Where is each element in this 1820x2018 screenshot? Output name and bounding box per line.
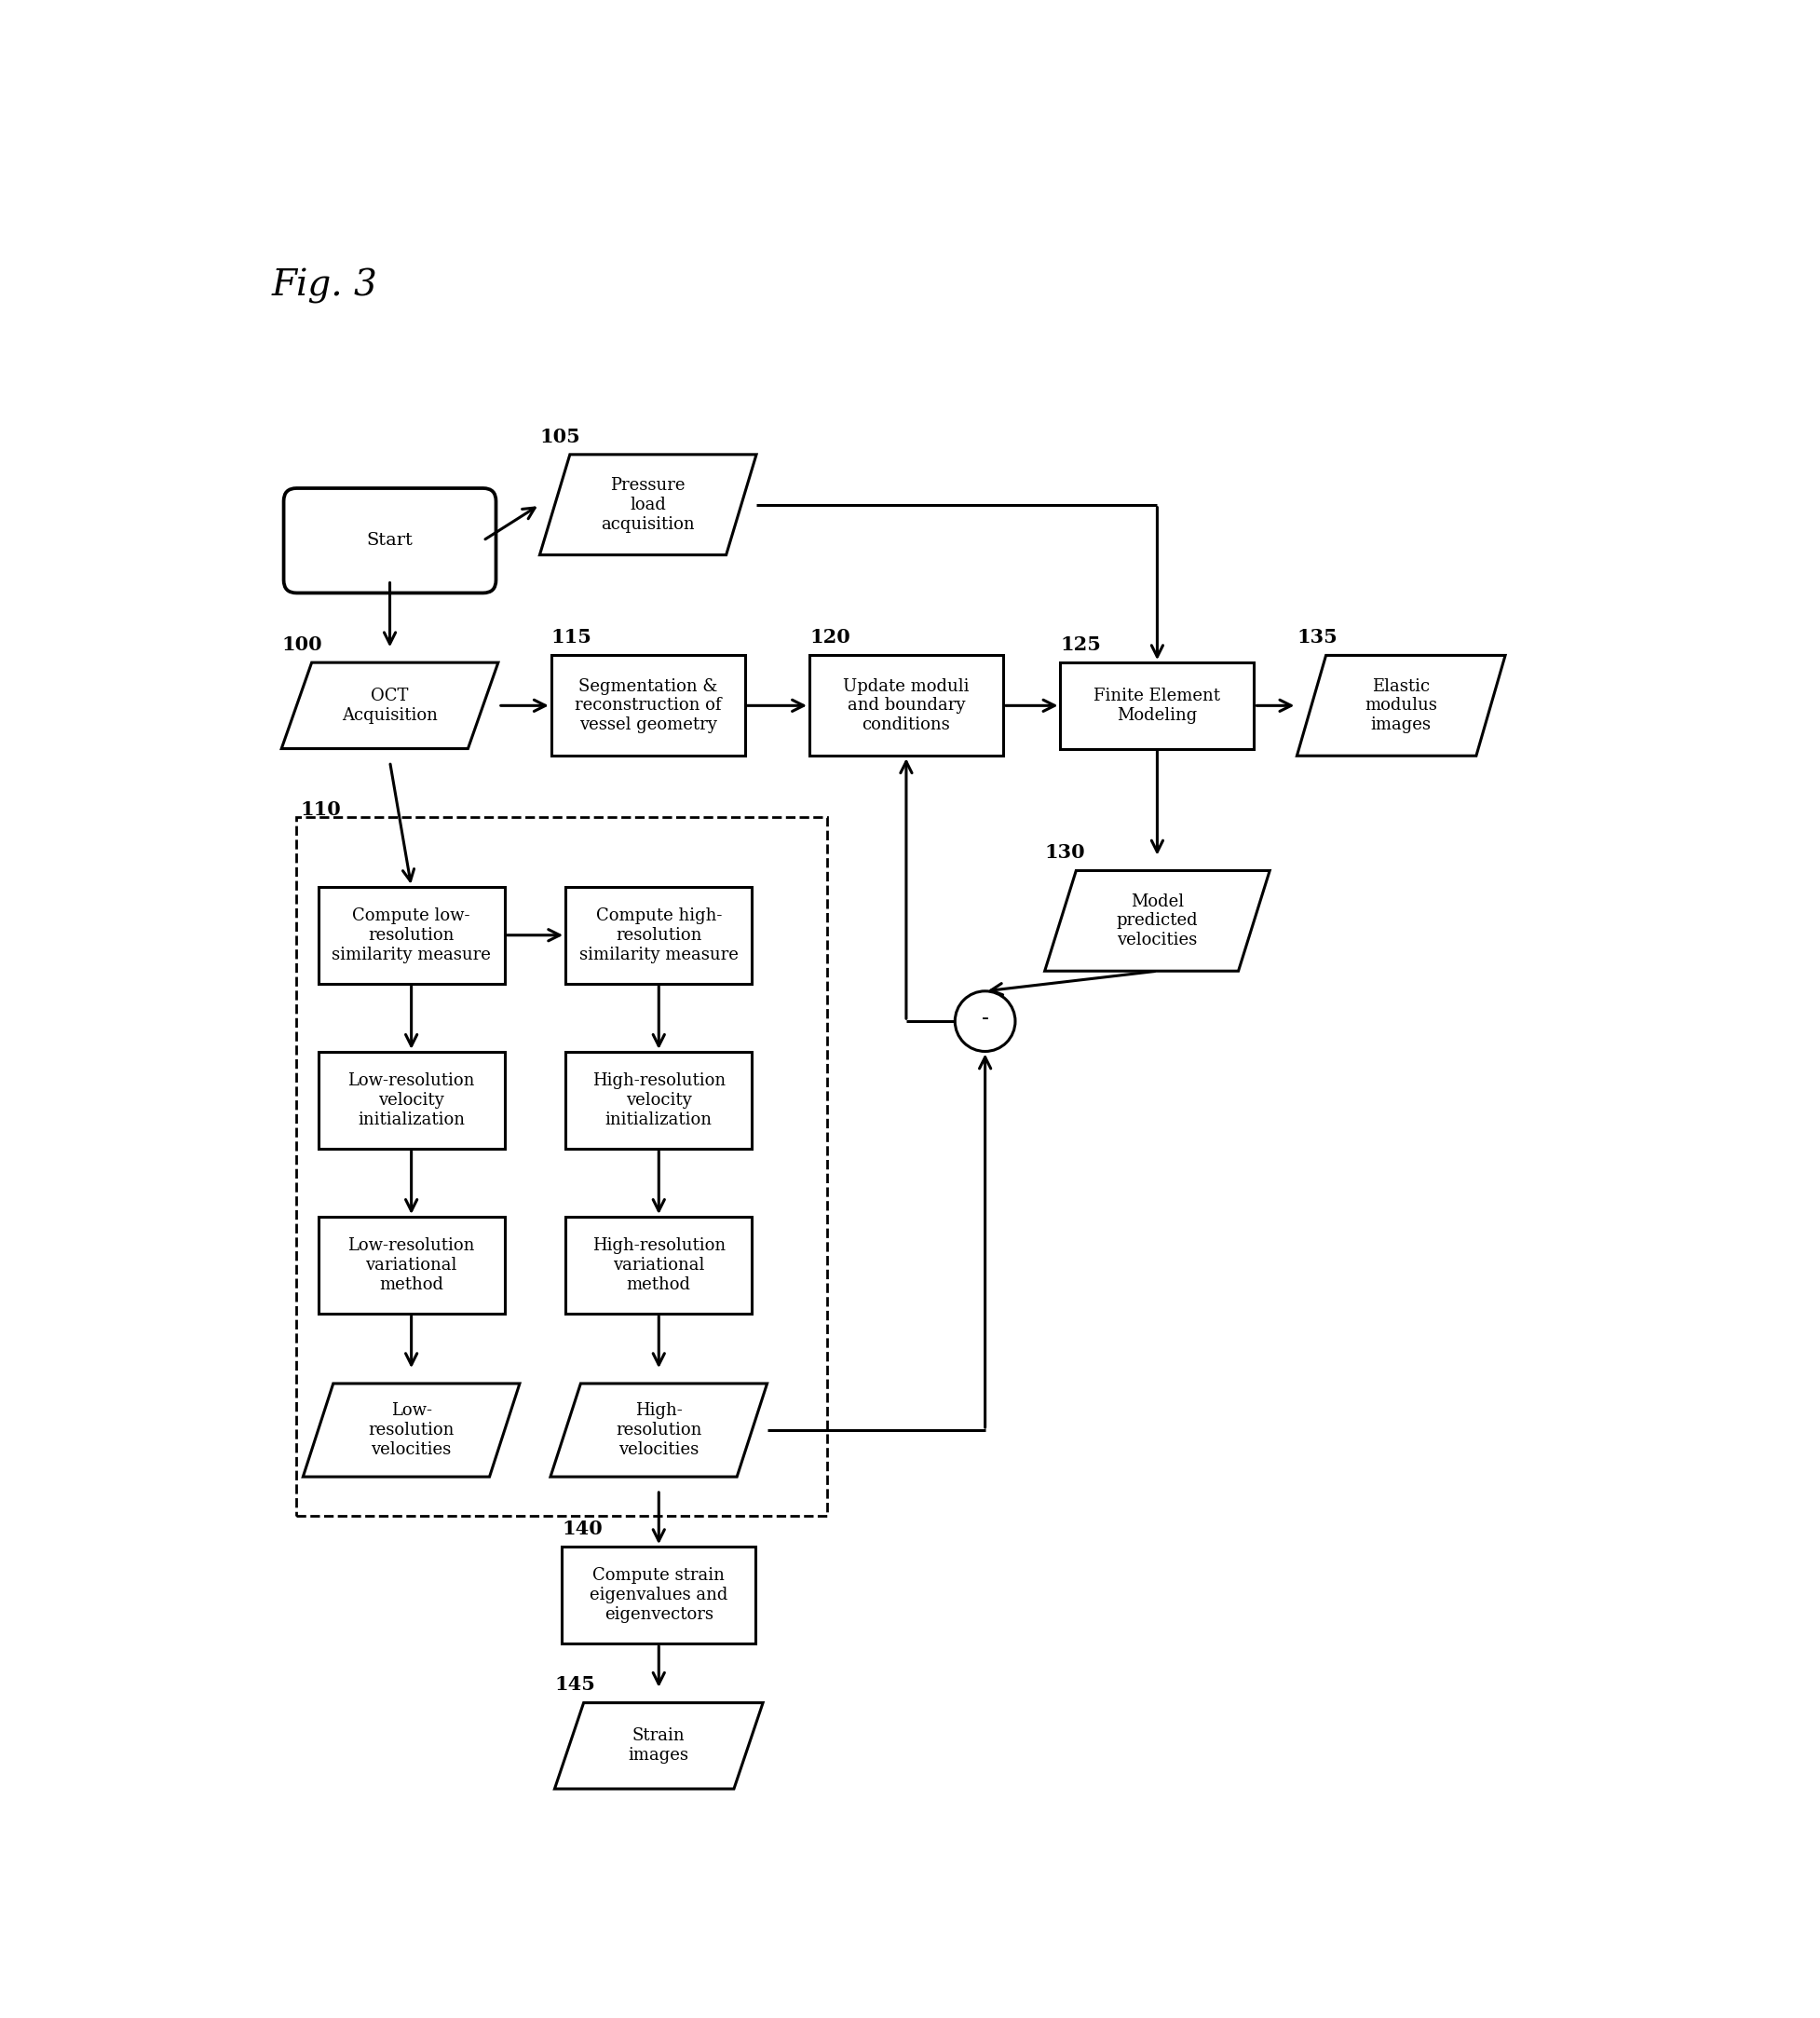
Text: Segmentation &
reconstruction of
vessel geometry: Segmentation & reconstruction of vessel … xyxy=(575,678,721,733)
Text: 115: 115 xyxy=(551,628,592,646)
Text: Start: Start xyxy=(366,533,413,549)
Text: High-resolution
velocity
initialization: High-resolution velocity initialization xyxy=(592,1072,726,1128)
Text: Fig. 3: Fig. 3 xyxy=(271,268,377,303)
Text: 100: 100 xyxy=(282,636,322,654)
Text: Pressure
load
acquisition: Pressure load acquisition xyxy=(601,476,695,533)
Text: -: - xyxy=(981,1009,988,1029)
Text: Low-resolution
velocity
initialization: Low-resolution velocity initialization xyxy=(348,1072,475,1128)
Text: 125: 125 xyxy=(1061,636,1101,654)
Text: Low-
resolution
velocities: Low- resolution velocities xyxy=(368,1403,455,1457)
Text: 135: 135 xyxy=(1298,628,1338,646)
Text: Elastic
modulus
images: Elastic modulus images xyxy=(1365,678,1438,733)
Text: 130: 130 xyxy=(1045,844,1085,862)
Text: Compute high-
resolution
similarity measure: Compute high- resolution similarity meas… xyxy=(579,908,739,963)
Text: 105: 105 xyxy=(541,428,581,446)
Text: High-
resolution
velocities: High- resolution velocities xyxy=(615,1403,703,1457)
Text: High-resolution
variational
method: High-resolution variational method xyxy=(592,1237,726,1294)
Text: Compute low-
resolution
similarity measure: Compute low- resolution similarity measu… xyxy=(331,908,491,963)
Text: Finite Element
Modeling: Finite Element Modeling xyxy=(1094,688,1221,724)
Text: Model
predicted
velocities: Model predicted velocities xyxy=(1116,894,1198,948)
Text: 120: 120 xyxy=(810,628,850,646)
Text: 145: 145 xyxy=(555,1675,595,1695)
Text: Strain
images: Strain images xyxy=(628,1727,690,1764)
Text: Low-resolution
variational
method: Low-resolution variational method xyxy=(348,1237,475,1294)
Text: Compute strain
eigenvalues and
eigenvectors: Compute strain eigenvalues and eigenvect… xyxy=(590,1568,728,1622)
Text: 140: 140 xyxy=(562,1520,602,1538)
Text: 110: 110 xyxy=(300,801,340,819)
Text: OCT
Acquisition: OCT Acquisition xyxy=(342,688,439,724)
Text: Update moduli
and boundary
conditions: Update moduli and boundary conditions xyxy=(843,678,970,733)
